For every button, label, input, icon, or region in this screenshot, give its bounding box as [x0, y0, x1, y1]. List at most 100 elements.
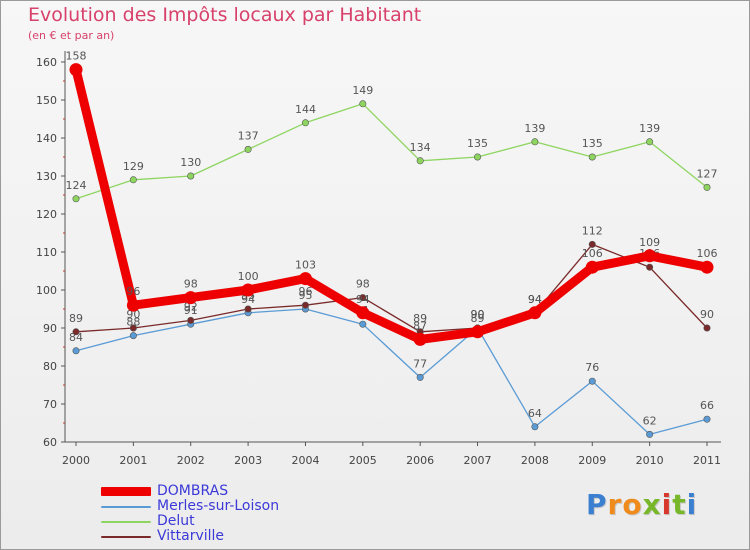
- y-tick-label: 150: [36, 94, 57, 107]
- x-tick-label: 2010: [636, 454, 664, 467]
- data-point: [298, 272, 312, 286]
- data-label: 66: [700, 399, 714, 412]
- data-point: [588, 153, 596, 161]
- legend-swatch: [101, 487, 151, 496]
- data-point: [359, 100, 367, 108]
- data-point: [416, 373, 424, 381]
- data-label: 89: [413, 312, 427, 325]
- data-label: 127: [697, 167, 718, 180]
- data-label: 135: [582, 137, 603, 150]
- legend-swatch: [101, 505, 151, 508]
- data-label: 91: [184, 304, 198, 317]
- data-label: 94: [528, 293, 542, 306]
- data-point: [301, 301, 309, 309]
- data-point: [703, 324, 711, 332]
- data-label: 94: [356, 293, 370, 306]
- data-label: 106: [582, 247, 603, 260]
- proxiti-logo: Proxiti: [586, 488, 698, 521]
- data-label: 90: [471, 308, 485, 321]
- y-tick-label: 130: [36, 170, 57, 183]
- legend-label: Vittarville: [157, 528, 225, 544]
- data-point: [703, 415, 711, 423]
- x-tick-label: 2000: [62, 454, 90, 467]
- data-label: 130: [180, 156, 201, 169]
- series-line: [75, 243, 708, 333]
- y-tick-label: 120: [36, 208, 57, 221]
- data-point: [126, 298, 140, 312]
- y-tick-label: 90: [43, 322, 57, 335]
- data-point: [359, 294, 367, 302]
- y-tick-label: 160: [36, 56, 57, 69]
- data-point: [241, 283, 255, 297]
- data-label: 109: [639, 236, 660, 249]
- data-label: 87: [413, 319, 427, 332]
- legend-swatch: [101, 520, 151, 523]
- x-tick-label: 2009: [578, 454, 606, 467]
- y-tick-label: 70: [43, 398, 57, 411]
- data-label: 94: [528, 293, 542, 306]
- data-point: [588, 240, 596, 248]
- series-vittarville: 89909295969889909411210690: [69, 224, 714, 336]
- legend-label: Delut: [157, 513, 195, 529]
- data-label: 103: [295, 259, 316, 272]
- data-label: 76: [585, 361, 599, 374]
- data-point: [531, 138, 539, 146]
- data-point: [72, 328, 80, 336]
- data-label: 98: [184, 278, 198, 291]
- data-label: 100: [238, 270, 259, 283]
- legend-swatch: [101, 535, 151, 538]
- data-point: [413, 332, 427, 346]
- series-line: [75, 103, 708, 200]
- x-tick-label: 2001: [119, 454, 147, 467]
- data-label: 139: [639, 122, 660, 135]
- data-label: 94: [241, 293, 255, 306]
- y-tick-label: 80: [43, 360, 57, 373]
- series-delut: 124 129 130 137 144 149 134 135 139 135 139 127: [66, 84, 718, 203]
- data-point: [700, 260, 714, 274]
- series-line: [71, 65, 712, 344]
- data-point: [528, 306, 542, 320]
- data-label: 96: [298, 285, 312, 298]
- data-point: [359, 320, 367, 328]
- x-tick-label: 2003: [234, 454, 262, 467]
- data-label: 88: [126, 316, 140, 329]
- data-label: 144: [295, 103, 316, 116]
- data-label: 89: [69, 312, 83, 325]
- legend-label: DOMBRAS: [157, 483, 229, 499]
- chart-subtitle: (en € et par an): [28, 29, 115, 42]
- x-tick-label: 2007: [464, 454, 492, 467]
- data-point: [301, 119, 309, 127]
- data-label: 89: [471, 312, 485, 325]
- data-label: 149: [352, 84, 373, 97]
- data-point: [646, 263, 654, 271]
- series-layer: 124 129 130 137 144 149 134 135 139 135 139 127 84 88…: [66, 50, 718, 438]
- data-point: [585, 260, 599, 274]
- legend-item: Vittarville: [101, 529, 279, 544]
- x-tick-label: 2004: [291, 454, 319, 467]
- data-label: 106: [697, 247, 718, 260]
- data-point: [187, 316, 195, 324]
- x-tick-label: 2002: [177, 454, 205, 467]
- data-point: [643, 249, 657, 263]
- x-tick-label: 2008: [521, 454, 549, 467]
- data-point: [129, 324, 137, 332]
- legend: DOMBRAS Merles-sur-Loison Delut Vittarville: [101, 484, 279, 544]
- legend-item: Merles-sur-Loison: [101, 499, 279, 514]
- data-label: 95: [298, 289, 312, 302]
- data-point: [72, 195, 80, 203]
- data-label: 62: [643, 414, 657, 427]
- y-tick-label: 100: [36, 284, 57, 297]
- y-tick-label: 140: [36, 132, 57, 145]
- data-label: 112: [582, 224, 603, 237]
- data-label: 137: [238, 129, 259, 142]
- data-point: [184, 291, 198, 305]
- chart-axes: 60 70 80 90 100 110 120 130 140 150 160 2000 2001 200…: [36, 51, 721, 467]
- legend-item: Delut: [101, 514, 279, 529]
- data-label: 90: [126, 308, 140, 321]
- data-point: [129, 332, 137, 340]
- data-point: [474, 153, 482, 161]
- series-line: [75, 308, 708, 436]
- data-label: 90: [471, 308, 485, 321]
